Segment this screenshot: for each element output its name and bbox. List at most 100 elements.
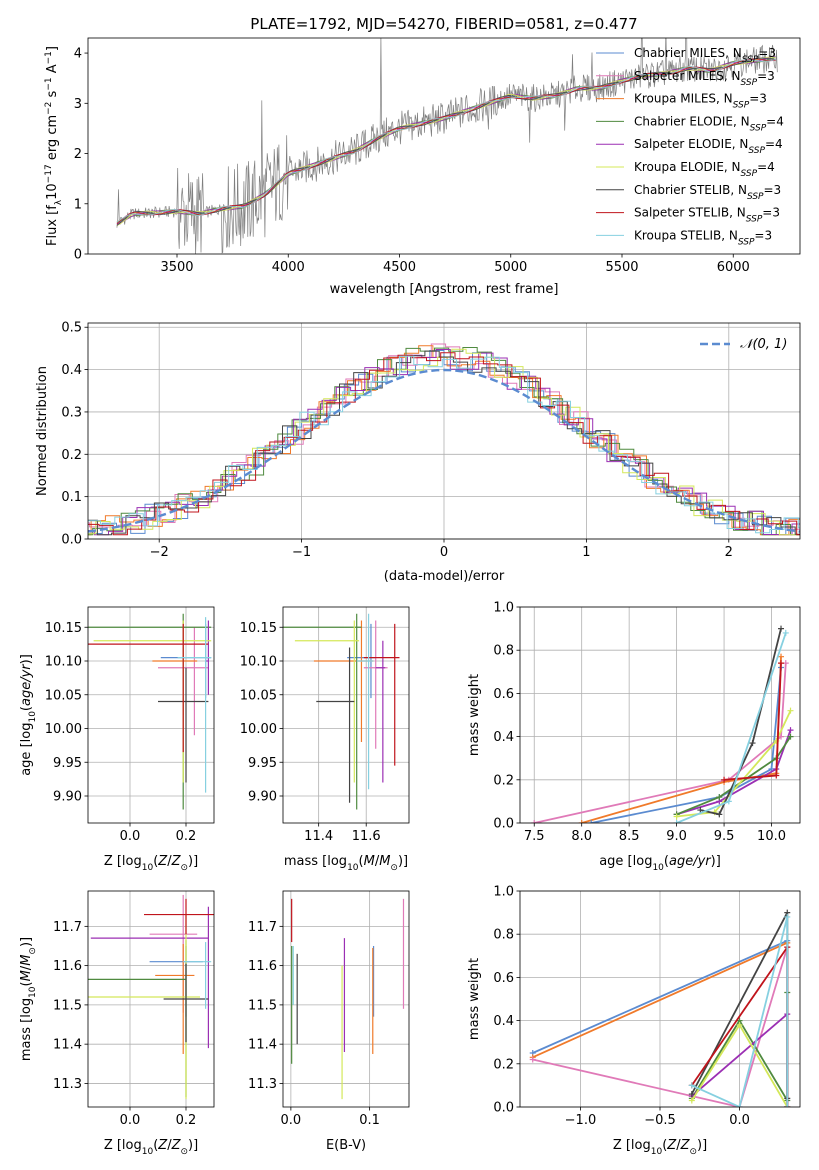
axes-frame [87,37,801,255]
mass-weight-line [676,729,792,816]
mass-weight-marker [778,653,785,660]
y-tick-label: 11.5 [53,998,82,1013]
plot-area [529,909,791,1107]
y-tick-label: 11.7 [53,920,82,935]
y-axis-label: Flux [fλ10−17 erg cm−2 s−1 A−1] [44,46,64,246]
mass-weight-marker [529,1056,536,1063]
x-tick-label: 0 [440,545,448,560]
x-tick-label: 2 [725,545,733,560]
mass-weight-marker [782,629,789,636]
mass-weight-marker [673,813,680,820]
y-tick-label: 0.2 [61,448,82,463]
mass-weight-marker [716,794,723,801]
age_vs_mass-panel: 11.4 11.6 9.90 9.95 10.00 10.05 10.10 10.15 mass… [240,606,410,873]
y-tick-label: 10.15 [240,621,277,636]
y-tick-label: 10.05 [45,688,82,703]
x-tick-label: −2 [150,545,169,560]
x-tick-label: 0.2 [176,1113,197,1128]
residual-histogram [88,355,800,534]
x-tick-label: 4000 [272,260,305,275]
y-tick-label: 0.4 [493,1014,514,1029]
y-axis-label: Normed distribution [35,366,50,496]
legend-label: 𝒩(0, 1) [740,337,787,352]
legend-label: Salpeter ELODIE, NSSP=4 [634,137,783,156]
legend-label: Chabrier MILES, NSSP=3 [634,46,776,65]
x-tick-label: 0.0 [729,1113,750,1128]
x-tick-label: 11.6 [352,829,381,844]
mass_vs_ebv-panel: 0.0 0.1 11.3 11.4 11.5 11.6 11.7 E(B-V) [248,890,410,1153]
plot-area [116,38,778,254]
y-tick-label: 11.3 [248,1077,277,1092]
x-tick-label: 0.0 [281,1113,302,1128]
mass-weight-line [691,916,789,1107]
mass-weight-marker [784,913,791,920]
y-tick-label: 0.0 [493,1101,514,1116]
plot-area [531,625,794,823]
y-tick-label: 9.90 [53,790,82,805]
observed-spectrum [116,38,778,254]
y-tick-label: 10.10 [45,655,82,670]
x-tick-label: 0.0 [120,1113,141,1128]
x-axis-label: Z [log10(Z/Z⊙)] [104,1138,198,1157]
plot-area [283,613,400,810]
y-tick-label: 10.00 [45,722,82,737]
x-axis-label: age [log10(age/yr)] [599,854,721,873]
y-tick-label: 4 [74,47,82,62]
x-tick-label: 10.0 [757,829,786,844]
y-tick-label: 11.3 [53,1077,82,1092]
y-tick-label: 1 [74,197,82,212]
y-tick-label: 3 [74,97,82,112]
mass-weight-marker [673,820,680,823]
x-axis-label: (data-model)/error [384,569,505,584]
x-axis-label: Z [log10(Z/Z⊙)] [613,1138,707,1157]
mass-weight-marker [787,733,794,740]
y-tick-label: 11.5 [248,998,277,1013]
y-tick-label: 0.1 [61,490,82,505]
mass-weight-line [534,663,787,823]
y-tick-label: 11.4 [53,1038,82,1053]
residuals-panel: −2 −1 0 1 2 0.0 0.1 0.2 0.3 0.4 0.5 𝒩(0, 1) (data-mo… [35,321,801,584]
x-tick-label: 5000 [494,260,527,275]
y-tick-label: 1.0 [493,601,514,616]
mass_weight_vs_z-panel: −1.0 −0.5 0.0 0.0 0.2 0.4 0.6 0.8 1.0 Z [log10(Z/… [467,885,801,1157]
y-tick-label: 0.0 [61,533,82,548]
model-spectrum-line [116,59,776,223]
x-axis-label: mass [log10(M/M⊙)] [284,854,408,873]
y-tick-label: 11.6 [53,959,82,974]
x-tick-label: 8.5 [619,829,640,844]
x-tick-label: 8.0 [571,829,592,844]
legend-label: Salpeter MILES, NSSP=3 [634,69,775,88]
axes-frame [282,606,410,824]
x-tick-label: 11.4 [304,829,333,844]
y-tick-label: 0.6 [493,971,514,986]
x-tick-label: 1 [582,545,590,560]
mass_vs_z-panel: 0.0 0.2 11.3 11.4 11.5 11.6 11.7 Z [log10(Z/Z⊙)… [19,890,215,1157]
x-tick-label: 0.1 [359,1113,380,1128]
x-tick-label: 7.5 [524,829,545,844]
y-tick-label: 0.2 [493,773,514,788]
y-tick-label: 0.8 [493,928,514,943]
mass_weight_vs_age-panel: 7.5 8.0 8.5 9.0 9.5 10.0 0.0 0.2 0.4 0.6 0.8 1.0 age… [467,601,801,873]
residual-histogram [88,349,800,536]
mass-weight-marker [778,660,785,667]
model-spectrum-line [116,57,776,226]
mass-weight-marker [688,1082,695,1089]
x-tick-label: 5500 [605,260,638,275]
y-tick-label: 0.4 [61,363,82,378]
mass-weight-marker [749,740,756,747]
mass-weight-marker [531,820,538,823]
model-spectrum-line [116,56,776,227]
mass-weight-line [591,667,782,823]
y-tick-label: 10.15 [45,621,82,636]
axes-frame [87,890,215,1108]
legend-label: Kroupa ELODIE, NSSP=4 [634,160,775,179]
plot-area [88,894,214,1100]
y-tick-label: 10.05 [240,688,277,703]
spectrum-panel: 3500 4000 4500 5000 5500 6000 0 1 2 3 4 wavelength … [44,37,801,297]
x-tick-label: 0.0 [120,829,141,844]
residual-histogram [88,352,800,536]
plot-area [88,613,212,810]
y-tick-label: 0.3 [61,405,82,420]
y-tick-label: 9.95 [248,756,277,771]
